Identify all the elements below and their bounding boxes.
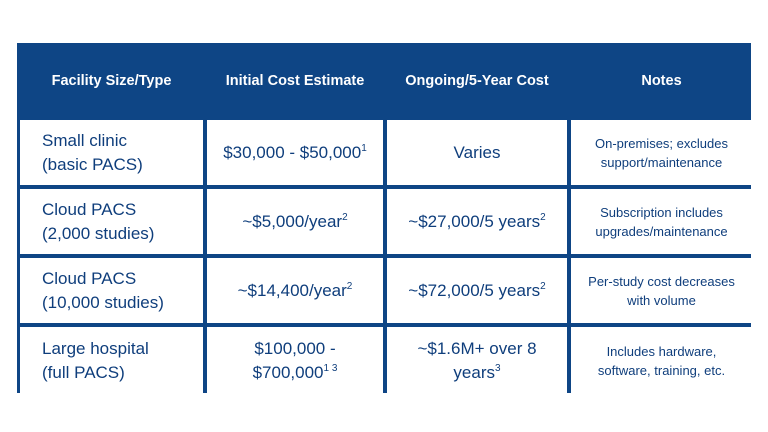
footnote-ref: 2 [342, 211, 348, 223]
notes-cell: Subscription includes upgrades/maintenanc… [571, 189, 752, 254]
initial-cost-cell: ~$14,400/year2 [207, 258, 383, 323]
header-facility: Facility Size/Type [51, 73, 172, 89]
facility-detail: (basic PACS) [42, 154, 143, 174]
facility-name: Cloud PACS [42, 199, 137, 219]
footnote-ref: 3 [495, 362, 501, 374]
notes-line: support/maintenance [600, 154, 723, 170]
ongoing-cost-value: ~$27,000/5 years [408, 211, 541, 231]
pacs-cost-table: Facility Size/Type Initial Cost Estimate… [17, 43, 752, 394]
ongoing-cost-cell: ~$72,000/5 years2 [387, 258, 567, 323]
notes-cell: Per-study cost decreases with volume [571, 258, 752, 323]
notes-line: On-premises; excludes [595, 135, 728, 151]
ongoing-cost-cell: ~$27,000/5 years2 [387, 189, 567, 254]
initial-cost-value: $700,000 [252, 362, 324, 382]
initial-cost-value: ~$14,400/year [237, 280, 347, 300]
ongoing-cost-value: ~$1.6M+ over 8 [417, 338, 537, 358]
notes-line: upgrades/maintenance [595, 223, 728, 239]
facility-detail: (10,000 studies) [42, 292, 164, 312]
ongoing-cost-value: ~$72,000/5 years [408, 280, 541, 300]
footnote-ref: 2 [540, 211, 546, 223]
ongoing-cost-value: years [453, 362, 495, 382]
notes-line: Per-study cost decreases [588, 273, 735, 289]
facility-name: Large hospital [42, 338, 149, 358]
notes-cell: On-premises; excludes support/maintenance [571, 120, 752, 185]
header-ongoing-cost: Ongoing/5-Year Cost [405, 73, 549, 89]
initial-cost-cell: ~$5,000/year2 [207, 189, 383, 254]
initial-cost-cell: $30,000 - $50,0001 [207, 120, 383, 185]
notes-line: Subscription includes [600, 204, 723, 220]
footnote-ref: 2 [346, 280, 353, 292]
facility-detail: (full PACS) [42, 362, 125, 382]
facility-cell: Cloud PACS (2,000 studies) [20, 189, 203, 254]
initial-cost-value: $100,000 - [254, 338, 336, 358]
initial-cost-cell: $100,000 - $700,0001 3 [207, 327, 383, 394]
facility-name: Small clinic [42, 130, 128, 150]
footnote-ref: 1 3 [323, 362, 338, 374]
header-initial-cost: Initial Cost Estimate [225, 73, 365, 89]
ongoing-cost-cell: ~$1.6M+ over 8 years3 [387, 327, 567, 394]
facility-name: Cloud PACS [42, 268, 137, 288]
header-notes: Notes [641, 73, 682, 89]
ongoing-cost-cell: Varies [387, 120, 567, 185]
initial-cost-value: $30,000 - $50,000 [223, 142, 362, 162]
facility-cell: Small clinic (basic PACS) [20, 120, 203, 185]
facility-cell: Large hospital (full PACS) [20, 327, 203, 394]
notes-line: with volume [627, 292, 696, 308]
footnote-ref: 1 [361, 142, 367, 154]
footnote-ref: 2 [540, 280, 546, 292]
notes-cell: Includes hardware, software, training, et… [571, 327, 752, 394]
notes-line: Includes hardware, [606, 343, 717, 359]
ongoing-cost-value: Varies [453, 142, 501, 162]
facility-detail: (2,000 studies) [42, 223, 155, 243]
facility-cell: Cloud PACS (10,000 studies) [20, 258, 203, 323]
initial-cost-value: ~$5,000/year [242, 211, 343, 231]
notes-line: software, training, etc. [597, 362, 726, 378]
